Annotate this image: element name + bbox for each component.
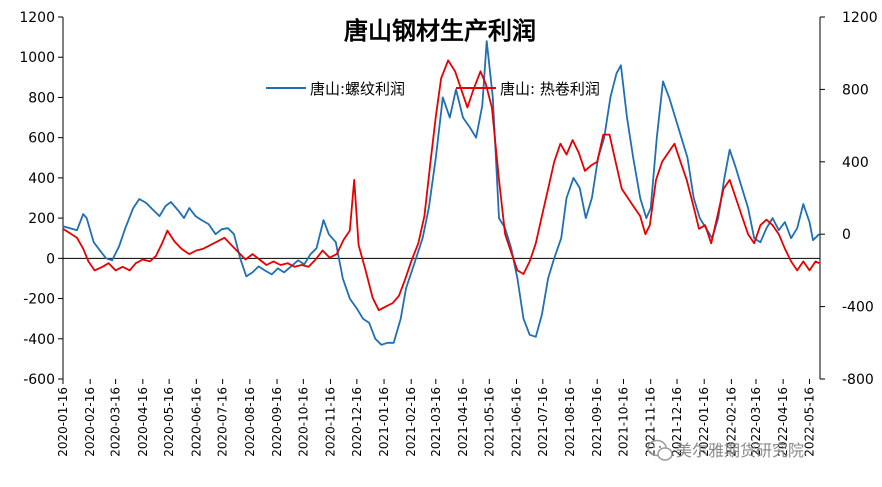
x-tick-label: 2022-04-16 (776, 387, 790, 457)
x-tick-label: 2020-11-16 (324, 387, 338, 457)
x-tick-label: 2020-06-16 (189, 387, 203, 457)
x-tick-label: 2021-08-16 (563, 387, 577, 457)
right-axis-ticks: -800 -400 0 400 800 1200 (820, 10, 878, 388)
x-tick-label: 2021-03-16 (429, 387, 443, 457)
left-axis-ticks: -600 -400 -200 0 200 400 600 800 1000 1200 (19, 10, 63, 388)
chart-title: 唐山钢材生产利润 (344, 16, 536, 45)
left-tick-label: -200 (23, 292, 55, 308)
legend-label-rebar: 唐山:螺纹利润 (310, 80, 405, 98)
x-tick-label: 2022-01-16 (697, 387, 711, 457)
left-tick-label: 1000 (19, 50, 55, 66)
x-tick-label: 2020-12-16 (350, 387, 364, 457)
x-tick-label: 2020-07-16 (216, 387, 230, 457)
right-tick-label: 800 (842, 82, 869, 98)
axes (62, 17, 821, 379)
x-tick-label: 2020-10-16 (296, 387, 310, 457)
x-tick-label: 2022-05-16 (802, 387, 816, 457)
x-tick-label: 2021-07-16 (536, 387, 550, 457)
series-line-hotcoil (62, 59, 820, 312)
left-tick-label: 1200 (19, 10, 55, 26)
x-tick-label: 2021-01-16 (377, 387, 391, 457)
left-tick-label: 0 (46, 251, 55, 267)
left-tick-label: -600 (23, 372, 55, 388)
x-tick-label: 2021-06-16 (509, 387, 523, 457)
x-tick-label: 2020-05-16 (162, 387, 176, 457)
series-line-rebar (62, 40, 820, 346)
left-tick-label: 800 (28, 90, 55, 106)
x-tick-label: 2021-11-16 (644, 387, 658, 457)
right-tick-label: 1200 (842, 10, 878, 26)
right-tick-label: 400 (842, 155, 869, 171)
watermark-text: 美尔雅期货研究院 (676, 441, 804, 460)
x-axis-ticks: 2020-01-16 2020-02-16 2020-03-16 2020-04-16… (56, 379, 816, 457)
x-tick-label: 2020-02-16 (83, 387, 97, 457)
x-tick-label: 2021-09-16 (590, 387, 604, 457)
left-tick-label: 200 (28, 211, 55, 227)
x-tick-label: 2022-03-16 (749, 387, 763, 457)
left-tick-label: -400 (23, 332, 55, 348)
x-tick-label: 2021-10-16 (617, 387, 631, 457)
legend-label-hotcoil: 唐山: 热卷利润 (500, 80, 600, 98)
x-tick-label: 2020-09-16 (270, 387, 284, 457)
series-layer (62, 40, 820, 346)
x-tick-label: 2020-08-16 (243, 387, 257, 457)
x-tick-label: 2021-02-16 (404, 387, 418, 457)
right-tick-label: -400 (842, 300, 874, 316)
x-tick-label: 2020-03-16 (109, 387, 123, 457)
left-tick-label: 600 (28, 131, 55, 147)
x-tick-label: 2021-12-16 (670, 387, 684, 457)
x-tick-label: 2021-05-16 (482, 387, 496, 457)
x-tick-label: 2020-04-16 (136, 387, 150, 457)
legend: 唐山:螺纹利润 唐山: 热卷利润 (266, 80, 600, 98)
right-tick-label: 0 (842, 227, 851, 243)
x-tick-label: 2021-04-16 (456, 387, 470, 457)
x-tick-label: 2022-02-16 (724, 387, 738, 457)
right-tick-label: -800 (842, 372, 874, 388)
left-tick-label: 400 (28, 171, 55, 187)
x-tick-label: 2020-01-16 (56, 387, 70, 457)
wechat-icon (647, 439, 673, 461)
watermark: 美尔雅期货研究院 (647, 439, 804, 461)
